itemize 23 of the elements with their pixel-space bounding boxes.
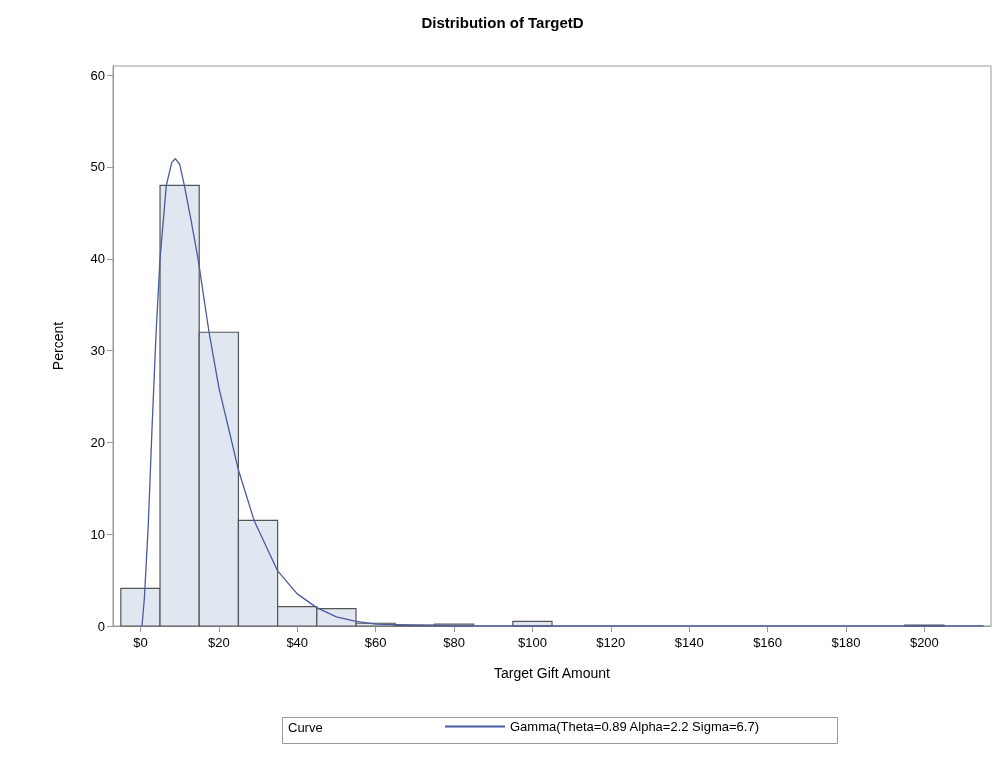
y-tick-label: 30 bbox=[90, 343, 105, 359]
x-axis-title: Target Gift Amount bbox=[494, 665, 611, 681]
x-tick-label: $180 bbox=[831, 635, 861, 650]
y-axis-title: Percent bbox=[50, 321, 66, 371]
y-tick-label: 50 bbox=[90, 159, 105, 175]
x-tick-label: $20 bbox=[207, 635, 230, 650]
x-tick-label: $0 bbox=[133, 635, 148, 650]
legend-label: Gamma(Theta=0.89 Alpha=2.2 Sigma=6.7) bbox=[510, 719, 759, 734]
x-tick-label: $80 bbox=[443, 635, 465, 650]
y-tick-label: 20 bbox=[90, 434, 105, 450]
chart-title: Distribution of TargetD bbox=[421, 14, 584, 31]
x-tick-label: $120 bbox=[596, 635, 626, 650]
x-tick-label: $140 bbox=[674, 635, 704, 650]
y-tick-label: 60 bbox=[90, 67, 105, 83]
x-tick-label: $60 bbox=[364, 635, 387, 650]
legend-title: Curve bbox=[288, 720, 323, 735]
x-tick-label: $160 bbox=[753, 635, 783, 650]
x-tick-label: $100 bbox=[517, 635, 547, 650]
y-tick-label: 40 bbox=[90, 251, 105, 267]
y-tick-label: 0 bbox=[97, 618, 105, 634]
x-tick-label: $40 bbox=[286, 635, 309, 650]
y-tick-label: 10 bbox=[90, 526, 105, 542]
x-tick-label: $200 bbox=[909, 635, 939, 650]
